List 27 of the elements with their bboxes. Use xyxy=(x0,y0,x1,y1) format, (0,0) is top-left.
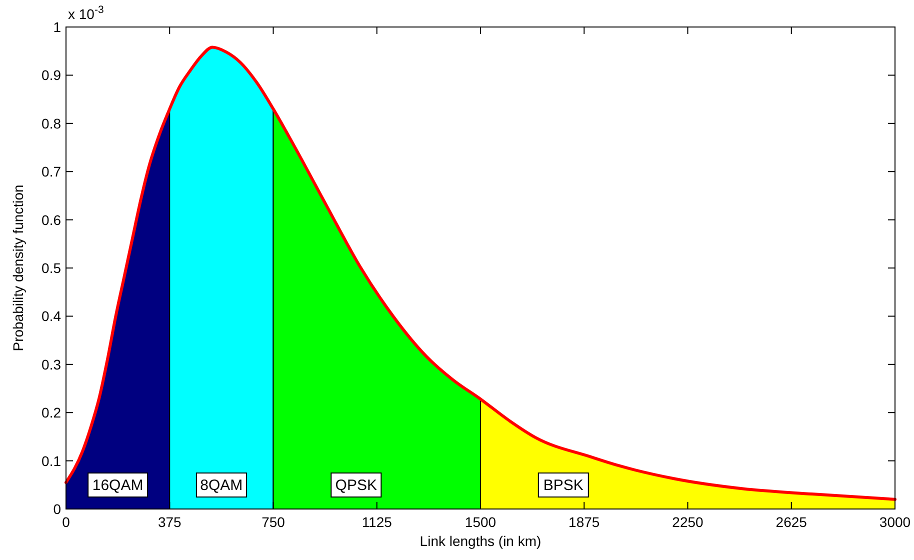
x-tick-label: 1125 xyxy=(362,514,392,530)
x-tick-label: 2625 xyxy=(776,514,808,530)
series-label: QPSK xyxy=(335,477,377,494)
y-tick-label: 0.6 xyxy=(42,212,62,228)
y-axis-title: Probability density function xyxy=(10,184,26,352)
x-tick-label: 2250 xyxy=(672,514,704,530)
x-tick-label: 750 xyxy=(262,514,286,530)
y-tick-label: 0.9 xyxy=(42,67,62,84)
y-tick-label: 1 xyxy=(53,19,62,35)
y-tick-label: 0.5 xyxy=(42,260,62,276)
y-tick-label: 0.2 xyxy=(42,404,62,421)
series-label: 8QAM xyxy=(200,477,243,494)
line-series xyxy=(64,46,896,501)
x-tick-label: 375 xyxy=(158,514,182,530)
y-tick-label: 0.8 xyxy=(42,115,62,132)
text: x 10$^{-3}$ xyxy=(68,4,104,22)
y-tick-label: 0 xyxy=(53,501,62,517)
x-tick-label: 3000 xyxy=(879,514,911,530)
series-label: 16QAM xyxy=(92,477,144,494)
y-tick-label: 0.1 xyxy=(42,452,62,469)
x-tick-label: 1875 xyxy=(568,514,600,530)
y-tick-label: 0.3 xyxy=(42,356,62,372)
series-label: BPSK xyxy=(543,477,584,494)
x-tick-label: 1500 xyxy=(464,514,496,530)
y-tick-label: 0.7 xyxy=(42,164,62,180)
y-tick-label: 0.4 xyxy=(42,308,62,324)
x-axis-title: Link lengths (in km) xyxy=(420,533,542,549)
